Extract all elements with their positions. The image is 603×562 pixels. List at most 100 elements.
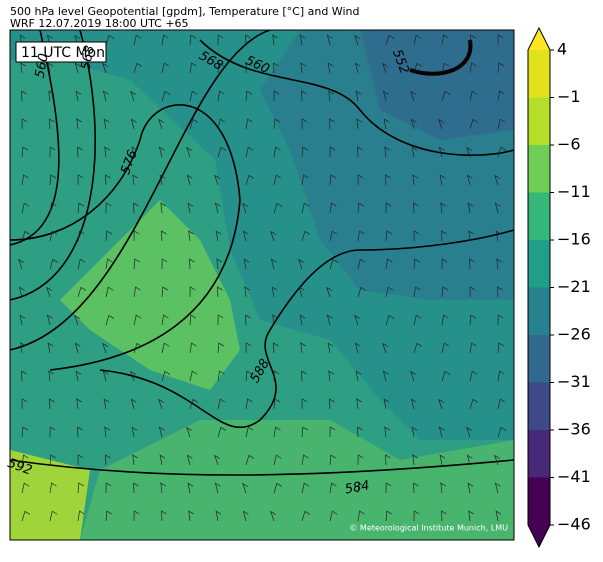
- wind-barb: [329, 174, 337, 186]
- wind-barb: [441, 314, 449, 326]
- wind-barb: [105, 482, 112, 494]
- wind-barb: [301, 482, 310, 494]
- wind-barb: [413, 258, 421, 270]
- wind-barb: [49, 398, 55, 410]
- wind-barb: [272, 34, 278, 46]
- wind-barb: [21, 118, 28, 130]
- wind-barb: [357, 426, 363, 438]
- wind-barb: [329, 426, 336, 438]
- wind-barb: [161, 342, 170, 354]
- colorbar-bin: [528, 382, 550, 430]
- wind-barb: [299, 34, 306, 46]
- wind-barb: [301, 202, 310, 214]
- wind-barb: [357, 202, 365, 214]
- wind-barb: [214, 174, 220, 186]
- wind-barb: [46, 286, 52, 298]
- wind-barb: [441, 62, 450, 74]
- wind-barb: [440, 482, 446, 494]
- wind-barb: [161, 62, 170, 74]
- wind-barb: [105, 286, 114, 298]
- wind-barb: [469, 90, 478, 102]
- wind-barb: [49, 146, 56, 158]
- map-title: 500 hPa level Geopotential [gpdm], Tempe…: [10, 5, 359, 18]
- wind-barb: [189, 258, 195, 270]
- wind-barb: [385, 314, 395, 326]
- wind-barb: [329, 118, 335, 130]
- wind-barb: [161, 34, 169, 46]
- wind-barb: [158, 146, 165, 158]
- wind-barb: [48, 90, 54, 102]
- wind-barb: [242, 510, 249, 522]
- wind-barb: [105, 34, 115, 46]
- wind-barb: [214, 454, 220, 466]
- wind-barb: [469, 342, 477, 354]
- wind-barb: [383, 398, 390, 410]
- wind-barb: [133, 230, 140, 242]
- wind-barb: [131, 146, 138, 158]
- wind-barb: [217, 342, 225, 354]
- wind-barb: [49, 482, 57, 494]
- wind-barb: [354, 62, 361, 74]
- wind-barb: [105, 202, 112, 214]
- wind-barb: [20, 62, 26, 74]
- wind-barb: [413, 62, 423, 74]
- wind-barb: [189, 34, 197, 46]
- wind-barb: [412, 454, 418, 466]
- wind-barb: [438, 398, 444, 410]
- wind-barb: [215, 510, 222, 522]
- wind-barb: [497, 286, 503, 298]
- wind-barb: [74, 314, 80, 326]
- wind-barb: [357, 454, 364, 466]
- wind-barb: [469, 286, 476, 298]
- wind-barb: [301, 174, 309, 186]
- wind-barb: [497, 342, 505, 354]
- wind-barb: [410, 398, 417, 410]
- wind-barb: [441, 342, 450, 354]
- wind-barb: [160, 482, 166, 494]
- wind-barb: [466, 426, 472, 438]
- wind-barb: [385, 230, 393, 242]
- wind-barb: [495, 510, 502, 522]
- wind-barb: [382, 62, 388, 74]
- wind-barb: [189, 62, 197, 74]
- wind-barb: [273, 174, 282, 186]
- wind-barb: [413, 482, 419, 494]
- wind-barb: [49, 426, 56, 438]
- wind-barb: [187, 202, 194, 214]
- wind-barb: [189, 370, 198, 382]
- wind-barb: [77, 286, 87, 298]
- wind-barb: [47, 62, 54, 74]
- wind-barb: [497, 90, 505, 102]
- wind-barb: [21, 426, 29, 438]
- wind-barb: [105, 314, 115, 326]
- wind-barb: [161, 90, 171, 102]
- warm-region: [60, 200, 240, 390]
- wind-barb: [217, 90, 225, 102]
- wind-barb: [469, 118, 479, 130]
- wind-barb: [469, 258, 475, 270]
- colorbar-bin: [528, 145, 550, 193]
- wind-barb: [328, 90, 334, 102]
- wind-barb: [441, 34, 449, 46]
- wind-barb: [469, 62, 477, 74]
- wind-barb: [469, 314, 477, 326]
- wind-barb: [21, 230, 31, 242]
- time-box: [15, 41, 107, 63]
- map-subtitle: WRF 12.07.2019 18:00 UTC +65: [10, 17, 189, 30]
- wind-barb: [301, 454, 309, 466]
- wind-barb: [270, 510, 276, 522]
- wind-barb: [21, 146, 29, 158]
- wind-barb: [214, 482, 221, 494]
- wind-barb: [385, 34, 395, 46]
- wind-barb: [245, 426, 254, 438]
- hot-region: [10, 450, 90, 540]
- colorbar-tick-label: −11: [557, 182, 591, 201]
- colorbar-tick-label: −21: [557, 277, 591, 296]
- wind-barb: [354, 34, 360, 46]
- wind-barb: [161, 230, 167, 242]
- wind-barb: [77, 202, 85, 214]
- wind-barb: [441, 370, 451, 382]
- wind-barb: [441, 286, 449, 298]
- wind-barb: [217, 426, 227, 438]
- wind-barb: [439, 454, 446, 466]
